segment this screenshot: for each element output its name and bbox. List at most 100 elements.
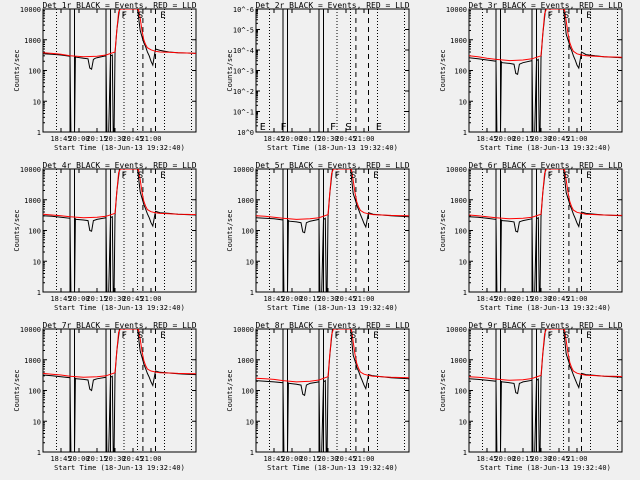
marker-label: E <box>160 171 165 181</box>
x-tick-label: 20:15 <box>86 135 107 143</box>
series-line-lld <box>469 329 622 381</box>
marker-label: F <box>548 331 553 341</box>
y-axis-label: Counts/sec <box>439 369 447 411</box>
marker-label: F <box>335 331 340 341</box>
x-tick-label: 20:00 <box>68 295 89 303</box>
y-tick-label: 10^-4 <box>233 47 254 55</box>
x-tick-label: 18:45 <box>263 135 284 143</box>
y-tick-label: 1 <box>463 449 467 457</box>
series-line-events <box>256 329 409 452</box>
y-tick-label: 10000 <box>446 6 467 14</box>
y-tick-label: 100 <box>28 388 41 396</box>
marker-label: F <box>122 171 127 181</box>
x-tick-label: 20:45 <box>548 295 569 303</box>
y-tick-label: 10000 <box>20 166 41 174</box>
y-tick-label: 1000 <box>450 357 467 365</box>
y-tick-label: 10 <box>33 418 41 426</box>
marker-label: S <box>351 331 356 341</box>
marker-label: E <box>373 331 378 341</box>
x-axis-label: Start Time (18-Jun-13 19:32:40) <box>480 464 611 472</box>
series-line-events <box>43 9 196 132</box>
x-tick-label: 20:15 <box>299 455 320 463</box>
x-tick-label: 20:15 <box>512 135 533 143</box>
x-tick-label: 20:00 <box>68 135 89 143</box>
y-tick-label: 1000 <box>24 37 41 45</box>
x-tick-label: 20:30 <box>530 295 551 303</box>
y-tick-label: 100 <box>454 68 467 76</box>
y-axis-label: Counts/sec <box>13 209 21 251</box>
x-tick-label: 20:30 <box>317 135 338 143</box>
chart-title: Det 1r BLACK = Events, RED = LLD <box>42 1 196 10</box>
y-tick-label: 10000 <box>233 326 254 334</box>
x-tick-label: 21:00 <box>566 455 587 463</box>
series-line-events <box>256 169 409 292</box>
y-tick-label: 100 <box>28 68 41 76</box>
series-line-events <box>469 169 622 292</box>
x-tick-label: 18:45 <box>50 135 71 143</box>
y-axis-label: Counts/sec <box>439 49 447 91</box>
chart-panel-2: Det 2r BLACK = Events, RED = LLD 10^0 10^-… <box>226 1 410 152</box>
marker-label: F <box>548 11 553 21</box>
chart-title: Det 4r BLACK = Events, RED = LLD <box>42 161 196 170</box>
x-tick-label: 21:00 <box>566 295 587 303</box>
x-tick-label: 20:45 <box>122 135 143 143</box>
x-tick-label: 18:45 <box>50 455 71 463</box>
marker-label: F <box>548 171 553 181</box>
x-tick-label: 18:45 <box>476 455 497 463</box>
x-tick-label: 20:15 <box>299 295 320 303</box>
x-tick-label: 20:15 <box>512 295 533 303</box>
y-tick-label: 100 <box>28 228 41 236</box>
x-tick-label: 20:45 <box>122 455 143 463</box>
series-line-lld <box>43 9 196 58</box>
series-line-events <box>469 9 622 132</box>
chart-title: Det 9r BLACK = Events, RED = LLD <box>468 321 622 330</box>
y-tick-label: 10^-5 <box>233 27 254 35</box>
y-tick-label: 10^-6 <box>233 6 254 14</box>
x-tick-label: 21:00 <box>566 135 587 143</box>
y-tick-label: 1000 <box>24 357 41 365</box>
panel-grid: Det 1r BLACK = Events, RED = LLD 1 10 100 10… <box>13 1 623 472</box>
marker-label: S <box>564 11 569 21</box>
x-tick-label: 20:30 <box>104 455 125 463</box>
marker-label: E <box>160 331 165 341</box>
y-tick-label: 10000 <box>446 166 467 174</box>
y-tick-label: 10000 <box>20 6 41 14</box>
y-tick-label: 100 <box>241 388 254 396</box>
y-axis-label: Counts/sec <box>226 209 234 251</box>
series-line-lld <box>469 9 622 62</box>
x-tick-label: 21:00 <box>353 295 374 303</box>
marker-label: E <box>586 11 591 21</box>
y-tick-label: 10^-3 <box>233 68 254 76</box>
marker-label: E <box>376 122 382 133</box>
x-tick-label: 20:00 <box>281 295 302 303</box>
y-tick-label: 1 <box>463 129 467 137</box>
y-axis-label: Counts/sec <box>226 369 234 411</box>
marker-label: E <box>160 11 165 21</box>
marker-label: S <box>138 171 143 181</box>
y-tick-label: 1 <box>250 449 254 457</box>
chart-title: Det 5r BLACK = Events, RED = LLD <box>255 161 409 170</box>
y-tick-label: 100 <box>454 228 467 236</box>
x-tick-label: 20:45 <box>335 135 356 143</box>
marker-label: E <box>260 122 266 133</box>
x-axis-label: Start Time (18-Jun-13 19:32:40) <box>54 464 185 472</box>
y-tick-label: 1000 <box>24 197 41 205</box>
x-tick-label: 20:00 <box>281 455 302 463</box>
x-tick-label: 21:00 <box>140 455 161 463</box>
y-tick-label: 1 <box>37 289 41 297</box>
y-tick-label: 10 <box>459 98 467 106</box>
marker-label: S <box>138 11 143 21</box>
x-tick-label: 18:45 <box>50 295 71 303</box>
x-tick-label: 20:00 <box>494 135 515 143</box>
x-tick-label: 20:15 <box>86 295 107 303</box>
series-line-lld <box>43 329 196 378</box>
marker-label: S <box>351 171 356 181</box>
x-tick-label: 20:30 <box>530 455 551 463</box>
y-tick-label: 10^0 <box>237 129 254 137</box>
x-tick-label: 20:45 <box>335 295 356 303</box>
y-axis-label: Counts/sec <box>13 49 21 91</box>
x-axis-label: Start Time (18-Jun-13 19:32:40) <box>267 304 398 312</box>
x-tick-label: 18:45 <box>263 455 284 463</box>
y-tick-label: 1 <box>37 449 41 457</box>
